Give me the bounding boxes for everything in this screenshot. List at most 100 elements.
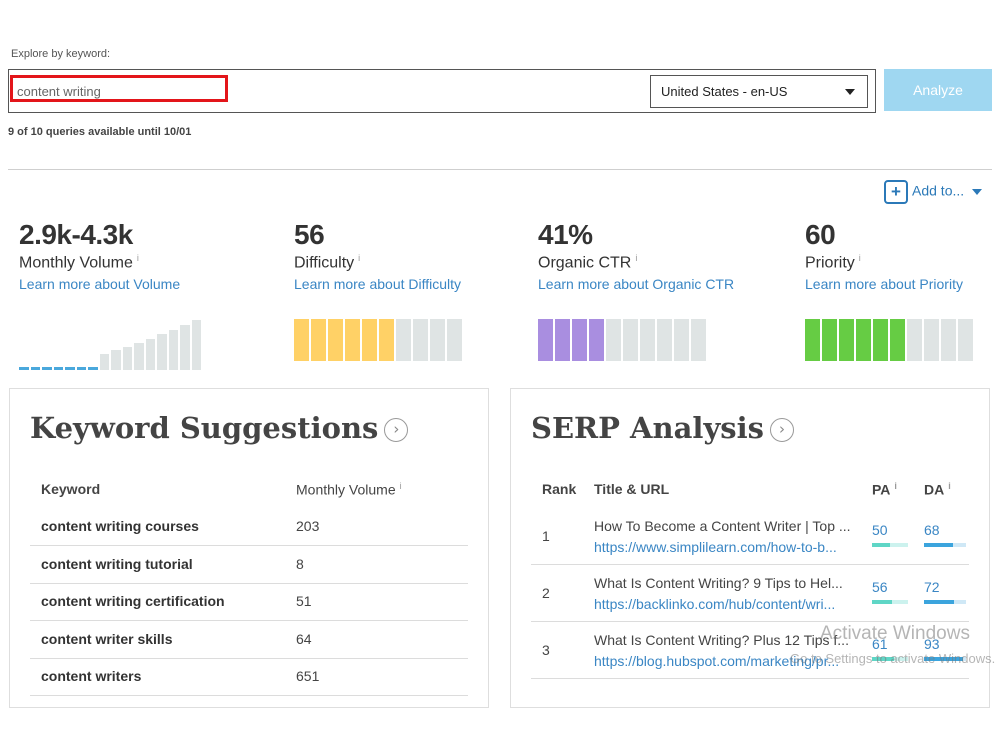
priority-segment [856,319,871,361]
volume-trend-bar [111,350,121,370]
difficulty-segment [362,319,377,361]
chevron-right-circle-icon[interactable]: › [384,418,409,442]
difficulty-segment [379,319,394,361]
pa-bar-fill [872,657,894,661]
priority-segment [958,319,973,361]
keyword-cell[interactable]: content writer skills [41,630,173,647]
metric-priority: 60 Priority i Learn more about Priority [805,219,963,292]
volume-trend-bar [30,367,40,370]
difficulty-segment [311,319,326,361]
column-header-title-url: Title & URL [594,481,670,497]
priority-learn-more-link[interactable]: Learn more about Priority [805,276,963,293]
serp-analysis-title[interactable]: SERP Analysis › [531,411,794,445]
volume-trend-bar [168,330,178,370]
volume-trend-bar [76,367,86,370]
keyword-suggestions-title[interactable]: Keyword Suggestions › [30,411,409,445]
volume-cell: 8 [296,555,304,572]
volume-cell: 51 [296,593,312,609]
ctr-segment [572,319,587,361]
highlight-annotation [10,75,228,102]
windows-activation-watermark: Activate Windows [820,623,970,644]
metric-volume: 2.9k-4.3k Monthly Volume i Learn more abo… [19,219,180,292]
table-row[interactable]: content writer skills 64 [30,621,468,659]
chevron-down-icon [972,189,983,195]
ctr-segment [589,319,604,361]
priority-segment [822,319,837,361]
ctr-segment [657,319,672,361]
da-bar-fill [924,543,953,547]
da-value: 72 [924,579,940,595]
ctr-value: 41% [538,219,593,250]
volume-trend-bar [122,347,132,370]
pa-bar-fill [872,600,893,604]
info-icon[interactable]: i [358,253,361,263]
result-url-link[interactable]: https://backlinko.com/hub/content/wri... [594,596,836,612]
volume-learn-more-link[interactable]: Learn more about Volume [19,276,181,293]
keyword-cell[interactable]: content writers [41,668,142,684]
difficulty-segment [413,319,428,361]
da-bar-fill [924,657,964,661]
volume-cell: 64 [296,630,312,647]
table-row: 3 What Is Content Writing? Plus 12 Tips f… [531,622,969,679]
difficulty-segment [345,319,360,361]
locale-value: United States - en-US [661,84,788,99]
volume-trend-bar [19,367,29,370]
info-icon[interactable]: i [858,253,861,263]
chevron-right-circle-icon[interactable]: › [769,418,794,442]
column-header-pa: PA i [872,481,897,498]
pa-bar-fill [872,543,890,547]
volume-trend-bar [65,367,75,370]
ctr-segment [555,319,570,361]
ctr-learn-more-link[interactable]: Learn more about Organic CTR [538,276,735,293]
info-icon[interactable]: i [948,481,951,491]
add-to-button[interactable]: + Add to... [884,180,983,204]
difficulty-learn-more-link[interactable]: Learn more about Difficulty [294,276,462,293]
table-row[interactable]: content writing courses 203 [30,508,468,546]
rank-cell: 3 [542,642,550,658]
plus-icon: + [884,180,908,204]
info-icon[interactable]: i [399,481,402,491]
result-url-link[interactable]: https://www.simplilearn.com/how-to-b... [594,539,837,555]
divider [8,169,992,170]
difficulty-label: Difficulty i [294,253,361,272]
rank-cell: 2 [542,585,550,601]
volume-cell: 651 [296,668,320,684]
result-url-link[interactable]: https://blog.hubspot.com/marketing/pr... [594,653,840,669]
da-bar-fill [924,600,955,604]
volume-trend-bars [19,318,203,370]
volume-trend-bar [88,367,98,370]
locale-select[interactable]: United States - en-US [650,75,868,108]
table-row[interactable]: content writing tutorial 8 [30,546,468,584]
priority-segment [839,319,854,361]
windows-activation-subtitle: Go to Settings to activate Windows. [790,651,996,666]
difficulty-segment [447,319,462,361]
caret-down-icon [845,89,855,95]
search-input[interactable] [17,82,217,100]
rank-cell: 1 [542,528,550,544]
result-title[interactable]: What Is Content Writing? Plus 12 Tips f.… [594,632,849,648]
explore-label: Explore by keyword: [11,48,111,60]
keyword-cell[interactable]: content writing tutorial [41,555,193,572]
table-row[interactable]: content writing certification 51 [30,583,468,621]
volume-trend-bar [134,343,144,370]
ctr-label: Organic CTR i [538,253,638,272]
info-icon[interactable]: i [894,481,897,491]
pa-value: 61 [872,636,888,652]
difficulty-segment [328,319,343,361]
result-title[interactable]: How To Become a Content Writer | Top ... [594,518,851,534]
priority-segment [873,319,888,361]
keyword-cell[interactable]: content writing certification [41,593,225,609]
analyze-button[interactable]: Analyze [884,69,992,111]
table-row: 2 What Is Content Writing? 9 Tips to Hel.… [531,565,969,622]
ctr-segment [674,319,689,361]
keyword-cell[interactable]: content writing courses [41,518,199,534]
info-icon[interactable]: i [136,253,139,263]
result-title[interactable]: What Is Content Writing? 9 Tips to Hel..… [594,575,843,591]
priority-label: Priority i [805,253,861,272]
info-icon[interactable]: i [635,253,638,263]
difficulty-value: 56 [294,219,325,250]
volume-trend-bar [42,367,52,370]
metric-ctr: 41% Organic CTR i Learn more about Organi… [538,219,734,292]
table-row[interactable]: content writers 651 [30,658,468,696]
ctr-meter [538,319,708,361]
